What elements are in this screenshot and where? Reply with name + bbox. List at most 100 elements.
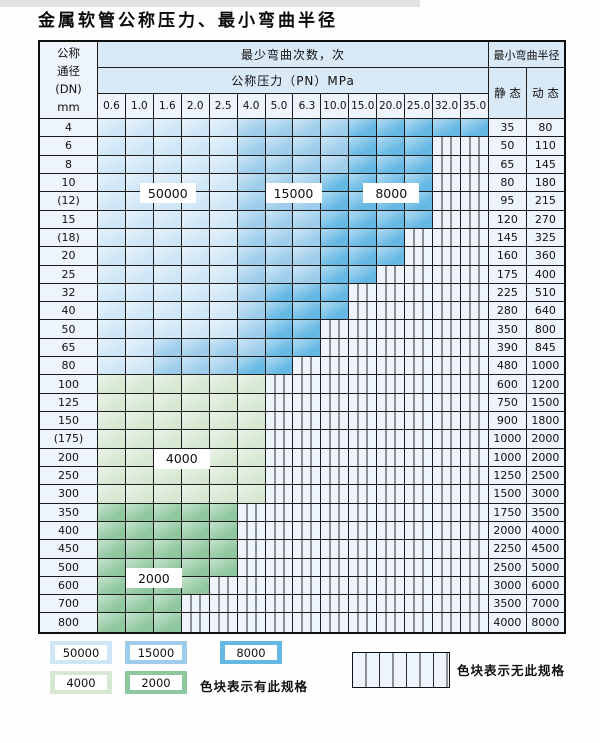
spec-cell [153,521,182,541]
static-radius-cell: 120 [488,210,527,229]
spec-cell [153,595,182,614]
table-row: 600 3000 6000 [40,576,564,596]
no-spec-cell [433,466,461,486]
spec-cell [265,338,294,358]
static-radius-cell: 2500 [488,558,527,577]
spec-cell [293,119,322,138]
no-spec-cell [377,265,406,284]
spec-cell [181,393,210,412]
spec-cell [125,430,154,449]
spec-cell [153,210,182,229]
table-row: (18) 145 325 [40,228,564,248]
spec-cell [209,155,238,174]
spec-cell [209,210,238,229]
no-spec-cell [405,558,434,577]
spec-cell [125,247,154,266]
no-spec-cell [321,430,350,449]
no-spec-cell [349,393,378,412]
spec-cell [98,119,126,138]
no-spec-cell [433,173,461,193]
static-radius-cell: 1250 [488,466,527,486]
radius-title: 最小弯曲半径 [489,42,564,68]
spec-cell [209,173,238,193]
no-spec-cell [181,595,210,614]
spec-cell [405,119,434,138]
spec-cell [237,137,266,156]
static-radius-cell: 80 [488,173,527,193]
dn-header-line: 通径 [57,64,80,78]
spec-cell [377,155,406,174]
spec-cell [237,192,266,211]
spec-cell [181,283,210,303]
dn-cell: 600 [40,576,98,596]
pressure-col-header: 15.0 [349,94,378,118]
spec-cell [321,119,350,138]
no-spec-cell [433,137,461,156]
no-spec-cell [460,155,489,174]
legend-swatch-15000: 15000 [125,641,187,664]
no-spec-cell [237,540,266,559]
no-spec-cell [433,375,461,394]
no-spec-cell [265,393,294,412]
no-spec-cell [405,228,434,248]
spec-cell [125,119,154,138]
no-spec-cell [433,430,461,449]
cycle-count-label: 2000 [125,568,182,588]
spec-cell [98,503,126,522]
cycle-count-label: 4000 [153,448,210,469]
no-spec-cell [377,448,406,467]
spec-cell [98,485,126,504]
no-spec-cell [405,613,434,632]
no-spec-cell [349,613,378,632]
spec-cell [405,210,434,229]
no-spec-cell [293,485,322,504]
spec-cell [181,466,210,486]
spec-cell [265,357,294,376]
dn-cell: 15 [40,210,98,229]
table-row: 40 280 640 [40,302,564,321]
no-spec-cell [377,576,406,596]
no-spec-cell [460,485,489,504]
spec-cell [237,210,266,229]
spec-cell [209,265,238,284]
dn-header: 公称 通径 (DN) mm [40,42,98,118]
no-spec-cell [349,466,378,486]
no-spec-cell [265,613,294,632]
spec-cell [153,320,182,339]
spec-cell [125,302,154,321]
static-radius-cell: 35 [488,119,527,138]
no-spec-cell [321,521,350,541]
pressure-col-header: 20.0 [377,94,406,118]
dynamic-radius-cell: 110 [526,137,564,156]
pressure-col-header: 4.0 [238,94,266,118]
no-spec-cell [321,485,350,504]
dynamic-radius-cell: 80 [526,119,564,138]
spec-cell [125,393,154,412]
dn-cell: 100 [40,375,98,394]
spec-cell [265,210,294,229]
spec-cell [98,595,126,614]
static-radius-cell: 3500 [488,595,527,614]
spec-cell [98,613,126,632]
spec-cell [237,155,266,174]
no-spec-cell [265,521,294,541]
no-spec-cell [293,448,322,467]
spec-cell [265,247,294,266]
no-spec-cell [293,375,322,394]
spec-cell [98,265,126,284]
spec-cell [209,393,238,412]
spec-cell [209,119,238,138]
spec-cell [209,228,238,248]
spec-cell [153,155,182,174]
cycle-count-label: 15000 [265,183,322,204]
no-spec-cell [293,357,322,376]
no-spec-cell [321,613,350,632]
spec-cell [125,338,154,358]
dynamic-radius-cell: 4000 [526,521,564,541]
no-spec-cell [460,613,489,632]
dn-cell: 32 [40,283,98,303]
no-spec-cell [405,448,434,467]
no-spec-cell [460,412,489,431]
spec-cell [237,357,266,376]
spec-cell [181,247,210,266]
